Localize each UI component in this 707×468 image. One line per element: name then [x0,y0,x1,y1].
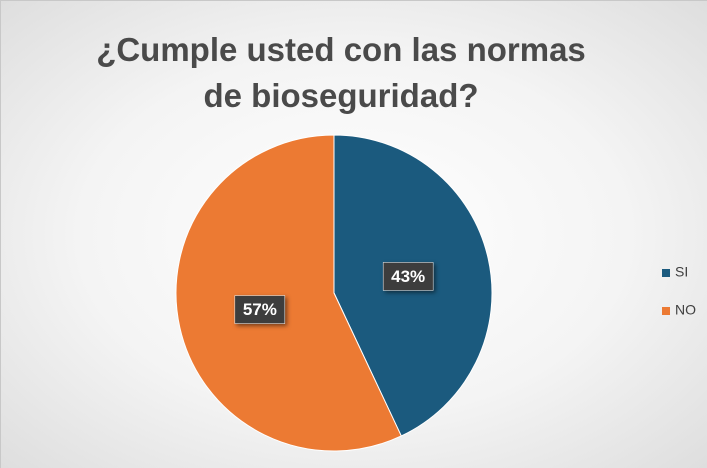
data-label: 57% [243,300,277,319]
label-box [234,295,286,324]
legend-swatch [662,307,670,315]
chart-title: ¿Cumple usted con las normas de biosegur… [96,31,586,114]
legend-label: SI [675,264,688,280]
data-label: 43% [391,267,425,286]
pie-slice [175,134,402,452]
label-box [382,262,434,291]
legend-label: NO [675,302,696,318]
legend-swatch [662,269,670,277]
